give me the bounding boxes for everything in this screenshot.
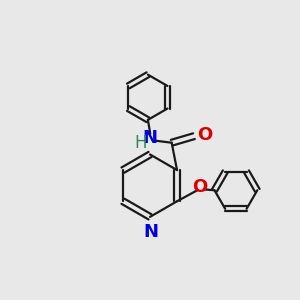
Text: N: N xyxy=(143,224,158,242)
Text: H: H xyxy=(134,134,147,152)
Text: N: N xyxy=(143,129,158,147)
Text: O: O xyxy=(193,178,208,196)
Text: O: O xyxy=(197,126,212,144)
